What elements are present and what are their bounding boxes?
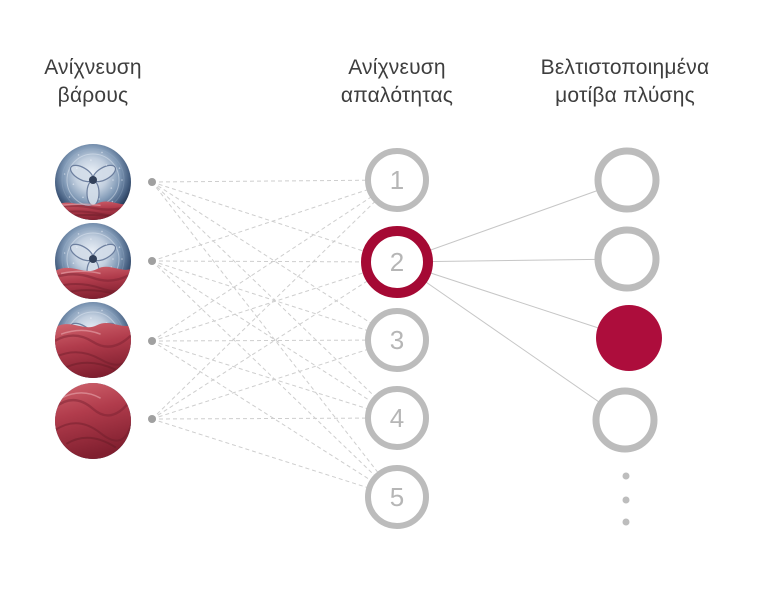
drum-photo-art bbox=[55, 383, 131, 459]
laundry-photo-4 bbox=[55, 383, 131, 459]
input-connection-dot bbox=[148, 178, 156, 186]
input-connection-dot bbox=[148, 257, 156, 265]
ellipsis-dot bbox=[622, 518, 630, 526]
dashed-connection-line bbox=[151, 179, 398, 262]
drum-photo-art bbox=[55, 302, 131, 378]
column-label-line: βάρους bbox=[57, 84, 129, 107]
dashed-connection-line bbox=[151, 179, 398, 420]
column-label-line: μοτίβα πλύσης bbox=[555, 84, 695, 107]
dashed-connection-line bbox=[151, 261, 398, 342]
laundry-photo-2 bbox=[55, 223, 131, 299]
hidden-node-1: 1 bbox=[365, 148, 429, 212]
solid-connection-line bbox=[396, 258, 628, 263]
dashed-connection-line bbox=[151, 260, 398, 263]
hidden-node-number: 4 bbox=[389, 402, 405, 433]
solid-connection-line bbox=[396, 261, 626, 421]
column-label-optimized-patterns: Βελτιστοποιημένα μοτίβα πλύσης bbox=[505, 54, 745, 110]
dashed-connection-line bbox=[151, 260, 398, 341]
solid-connection-line bbox=[396, 261, 630, 339]
solid-connection-line bbox=[396, 179, 628, 263]
hidden-node-5: 5 bbox=[365, 465, 429, 529]
dashed-connection-line bbox=[151, 418, 398, 498]
output-node-4 bbox=[592, 387, 658, 453]
dashed-connection-line bbox=[151, 179, 398, 183]
drum-photo-art bbox=[55, 223, 131, 299]
hidden-node-number: 3 bbox=[389, 324, 405, 355]
column-label-line: Ανίχνευση bbox=[44, 56, 142, 79]
laundry-photo-3 bbox=[55, 302, 131, 378]
hidden-node-3: 3 bbox=[365, 308, 429, 372]
dashed-connection-line bbox=[151, 339, 398, 342]
laundry-photo-1 bbox=[55, 144, 131, 220]
dashed-connection-line bbox=[151, 417, 398, 420]
ellipsis-dot bbox=[622, 472, 630, 480]
hidden-node-4: 4 bbox=[365, 386, 429, 450]
dashed-connection-line bbox=[151, 181, 398, 498]
output-node-3-selected bbox=[596, 305, 662, 371]
hidden-node-2-active: 2 bbox=[361, 226, 433, 298]
column-label-line: Βελτιστοποιημένα bbox=[540, 56, 710, 79]
dashed-connection-line bbox=[151, 181, 398, 263]
column-label-softness-detection: Ανίχνευση απαλότητας bbox=[307, 54, 487, 110]
column-label-line: Ανίχνευση bbox=[348, 56, 446, 79]
input-connection-dot bbox=[148, 415, 156, 423]
hidden-node-number: 2 bbox=[389, 246, 405, 277]
hidden-node-number: 1 bbox=[389, 164, 405, 195]
output-node-2 bbox=[594, 226, 660, 292]
dashed-connection-line bbox=[151, 339, 398, 420]
drum-photo-art bbox=[55, 144, 131, 220]
column-label-line: απαλότητας bbox=[340, 84, 454, 107]
ellipsis-dot bbox=[622, 496, 630, 504]
output-node-1 bbox=[594, 147, 660, 213]
hidden-node-number: 5 bbox=[389, 481, 405, 512]
input-connection-dot bbox=[148, 337, 156, 345]
column-label-weight-detection: Ανίχνευση βάρους bbox=[3, 54, 183, 110]
